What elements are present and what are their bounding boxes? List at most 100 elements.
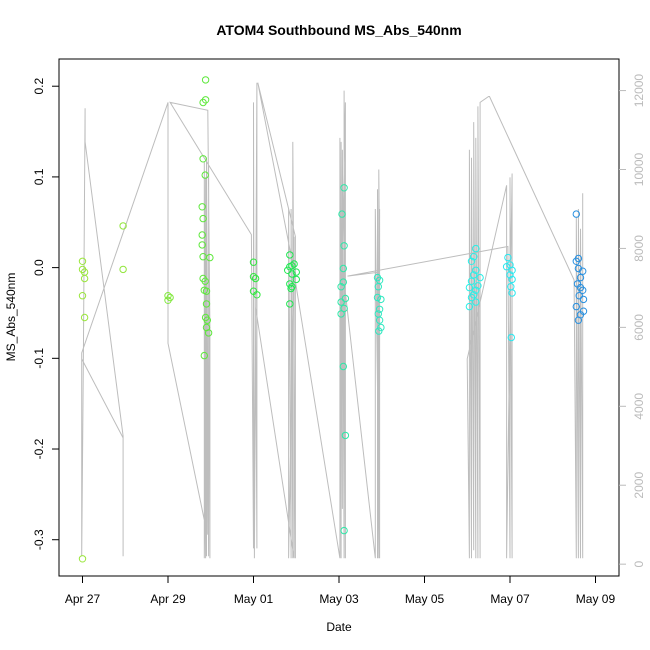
plot-frame [58,58,620,577]
data-point [249,258,258,266]
data-point [337,283,345,291]
data-point [375,316,384,324]
data-point [166,293,174,302]
chart-title: ATOM4 Southbound MS_Abs_540nm [216,22,461,38]
data-point [508,266,516,274]
data-point [575,292,583,300]
data-point [467,293,476,302]
data-point [467,257,476,265]
data-point [199,253,207,261]
data-point [377,295,385,304]
data-point [576,273,585,282]
data-point [119,265,127,274]
data-point [119,222,127,230]
data-point [502,263,511,271]
data-point [292,275,300,284]
data-point [472,298,480,306]
y-tick-label: 0.0 [32,259,46,276]
y-tick-label: -0.1 [32,348,46,369]
data-point [164,292,172,300]
data-point [377,323,385,332]
data-point [78,555,87,563]
data-point [579,267,587,275]
data-point [341,294,350,303]
x-tick-label: May 01 [234,592,274,606]
data-point [470,253,478,261]
data-point [506,271,514,279]
data-point [203,316,212,324]
data-point [340,242,348,250]
data-point [339,278,347,286]
x-axis-label: Date [326,620,352,634]
data-point [198,231,206,239]
data-point [292,268,300,276]
y2-tick-label: 0 [632,561,646,568]
data-point [340,304,348,313]
data-point [339,362,347,371]
data-point [465,302,474,311]
data-point [290,260,298,268]
data-point [375,305,384,313]
x-tick-label: May 05 [405,592,445,606]
data-point [201,76,210,84]
data-point [200,351,209,360]
y2-tick-label: 2000 [632,472,646,499]
data-point [472,286,480,294]
data-point [508,275,516,284]
y-tick-label: 0.1 [32,168,46,185]
x-tick-label: Apr 29 [150,592,186,606]
data-point [206,253,214,262]
data-point [204,329,213,337]
data-point [508,289,516,297]
data-point [198,241,206,249]
y-axis-label: MS_Abs_540nm [4,273,18,362]
points-layer [78,76,588,563]
data-point [337,298,345,306]
data-point [504,253,512,262]
data-point [572,302,580,311]
data-point [202,300,211,308]
data-point [337,310,345,318]
data-point [288,262,296,270]
data-point [340,184,348,192]
data-point [339,264,347,273]
data-point [374,283,382,291]
x-axis: Apr 27 Apr 29 May 01 May 03 May 05 May 07 May … [65,576,615,606]
x-tick-label: May 07 [490,592,530,606]
data-point [202,287,211,295]
data-point [579,295,588,304]
data-point [472,266,480,274]
data-point [287,284,295,293]
data-point [80,313,89,322]
data-point [476,273,484,282]
series-line-secondary_axis_trace [81,82,584,559]
y-tick-label: -0.3 [32,529,46,550]
data-point [253,291,261,299]
data-point [467,277,476,285]
data-point [572,210,580,218]
data-point [249,273,258,281]
data-point [80,274,89,283]
data-point [579,286,587,294]
data-point [286,300,294,308]
data-point [78,257,87,265]
data-point [201,277,209,285]
y2-tick-label: 10000 [632,152,646,186]
y-axis: 0.2 0.1 0.0 -0.1 -0.2 -0.3 [32,78,59,550]
y-tick-label: 0.2 [32,78,46,95]
x-tick-label: Apr 27 [65,592,101,606]
data-point [507,333,515,342]
x-tick-label: May 03 [319,592,359,606]
data-point [286,251,294,259]
data-point [199,155,207,163]
data-point [472,244,480,253]
data-point [375,327,383,335]
data-point [574,316,583,324]
y2-axis: 0 2000 4000 6000 8000 10000 12000 [619,74,646,568]
data-point [199,214,207,223]
y2-tick-label: 8000 [632,235,646,262]
data-point [201,171,209,179]
data-point [474,282,482,290]
data-point [572,257,580,265]
